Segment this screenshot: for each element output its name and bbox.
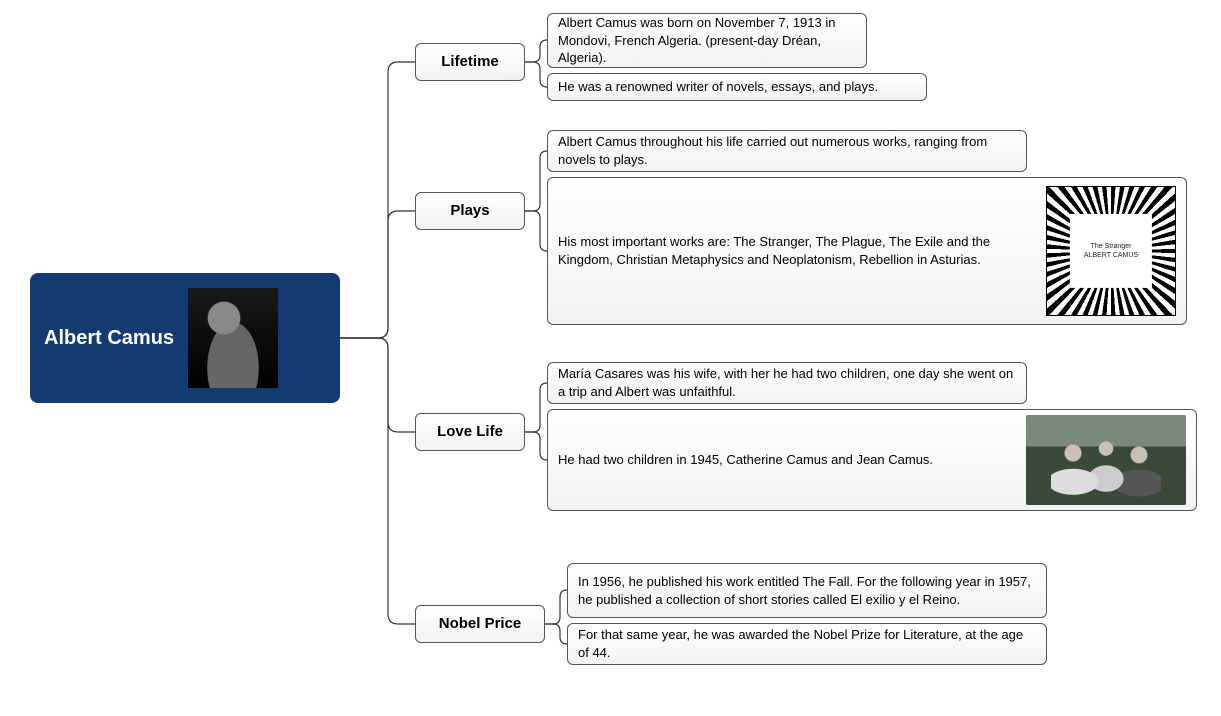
leaf-nobel-1[interactable]: In 1956, he published his work entitled … [567,563,1047,618]
leaf-plays-1-text: Albert Camus throughout his life carried… [558,133,1016,168]
leaf-lovelife-1-text: María Casares was his wife, with her he … [558,365,1016,400]
leaf-nobel-1-text: In 1956, he published his work entitled … [578,573,1036,608]
leaf-lifetime-1-text: Albert Camus was born on November 7, 191… [558,14,856,67]
leaf-plays-2-text: His most important works are: The Strang… [558,233,1036,268]
branch-nobel-label: Nobel Price [439,614,522,634]
branch-lifetime[interactable]: Lifetime [415,43,525,81]
branch-lovelife[interactable]: Love Life [415,413,525,451]
leaf-lifetime-1[interactable]: Albert Camus was born on November 7, 191… [547,13,867,68]
branch-plays-label: Plays [450,201,489,221]
root-node[interactable]: Albert Camus [30,273,340,403]
book-cover-image [1046,186,1176,316]
branch-plays[interactable]: Plays [415,192,525,230]
leaf-lovelife-2[interactable]: He had two children in 1945, Catherine C… [547,409,1197,511]
leaf-lovelife-2-text: He had two children in 1945, Catherine C… [558,451,1016,469]
leaf-lifetime-2-text: He was a renowned writer of novels, essa… [558,78,916,96]
branch-nobel[interactable]: Nobel Price [415,605,545,643]
family-photo-image [1026,415,1186,505]
leaf-lifetime-2[interactable]: He was a renowned writer of novels, essa… [547,73,927,101]
leaf-plays-2[interactable]: His most important works are: The Strang… [547,177,1187,325]
leaf-nobel-2[interactable]: For that same year, he was awarded the N… [567,623,1047,665]
leaf-nobel-2-text: For that same year, he was awarded the N… [578,626,1036,661]
branch-lovelife-label: Love Life [437,422,503,442]
leaf-plays-1[interactable]: Albert Camus throughout his life carried… [547,130,1027,172]
leaf-lovelife-1[interactable]: María Casares was his wife, with her he … [547,362,1027,404]
root-title: Albert Camus [44,327,174,350]
branch-lifetime-label: Lifetime [441,52,499,72]
root-portrait-image [188,288,278,388]
